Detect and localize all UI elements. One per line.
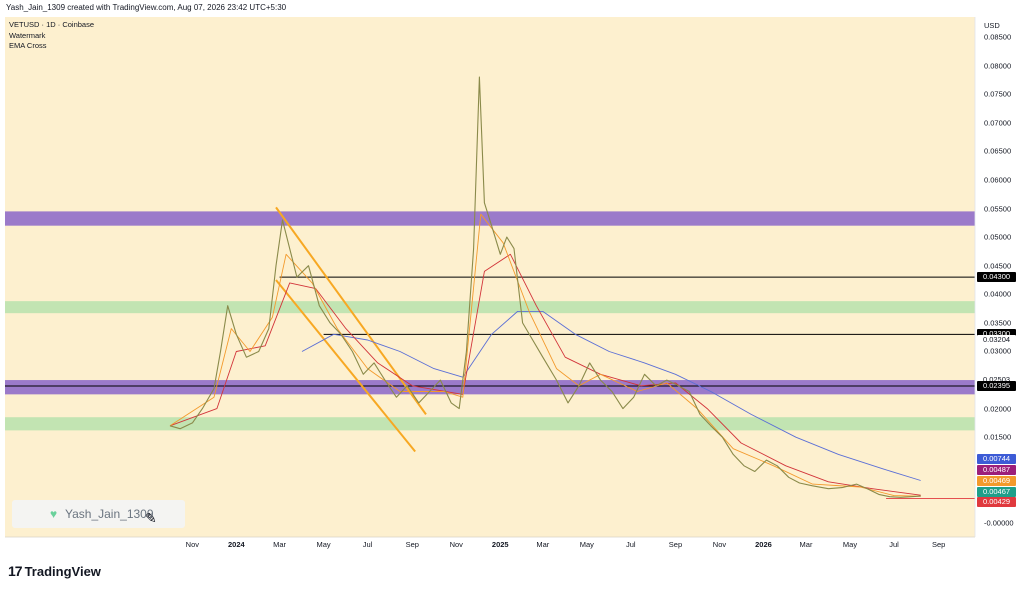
green-zone[interactable] [5,417,975,431]
x-tick-label: 2024 [227,540,245,549]
y-tick-label: 0.05000 [984,232,1012,242]
x-tick-label: Nov [449,540,463,549]
x-tick-label: 2026 [755,540,772,549]
price-label-badge: 0.03300 [977,329,1016,340]
x-tick-label: Sep [405,540,419,549]
x-tick-label: Nov [185,540,200,549]
x-tick-label: May [579,540,594,549]
price-label-badge: 0.00467 [977,487,1016,497]
channel-line[interactable] [275,279,416,453]
y-tick-label: 0.08000 [984,61,1012,71]
x-tick-label: Jul [362,540,373,549]
tradingview-brand[interactable]: 17 TradingView [8,563,101,579]
y-tick-label: 0.04500 [984,261,1012,271]
x-tick-label: Mar [273,540,287,549]
x-tick-label: Sep [668,540,683,549]
price-label-badge: 0.00469 [977,476,1016,486]
y-tick-label: 0.06500 [984,146,1012,156]
y-tick-label: 0.03500 [984,318,1012,328]
x-tick-label: 2025 [491,540,509,549]
x-tick-label: Jul [889,540,899,549]
y-tick-label: 0.04000 [984,289,1012,299]
y-tick-label: 0.08500 [984,32,1012,42]
channel-line[interactable] [275,206,427,415]
chart-legend: VETUSD · 1D · Coinbase Watermark EMA Cro… [9,20,94,52]
x-tick-label: May [842,540,858,549]
y-tick-label: 0.07500 [984,89,1012,99]
y-tick-label: 0.02000 [984,404,1012,414]
ema-mid-line [169,253,921,496]
pen-icon: ✎ [145,510,157,526]
ema-fast-line [169,213,921,497]
x-tick-label: May [316,540,331,549]
y-tick-label: 0.03000 [984,346,1012,356]
ema-slow-line [301,310,921,481]
heart-icon: ♥ [50,507,58,521]
price-label-badge: 0.00487 [977,465,1016,475]
y-tick-label: 0.06000 [984,175,1012,185]
y-tick-label: 0.01500 [984,432,1012,442]
price-line [169,76,921,498]
x-tick-label: Mar [536,540,550,549]
green-zone[interactable] [5,301,975,314]
x-tick-label: Jul [625,540,636,549]
legend-watermark[interactable]: Watermark [9,30,46,40]
purple-zone[interactable] [5,211,975,226]
watermark-text: Yash_Jain_1309 [65,507,154,521]
x-tick-label: Mar [799,540,813,549]
tradingview-logo-icon: 17 [8,563,23,579]
currency-label: USD [984,21,1000,30]
purple-zone[interactable] [5,380,975,395]
price-label-badge: 0.04300 [977,272,1016,283]
price-label-badge: 0.00744 [977,454,1016,464]
price-label-badge: 0.02395 [977,381,1016,392]
y-tick-label: -0.00000 [984,518,1014,528]
brand-text: TradingView [24,564,101,579]
y-tick-label: 0.05500 [984,204,1012,214]
y-tick-label: 0.07000 [984,118,1012,128]
legend-ema-cross[interactable]: EMA Cross [9,41,47,50]
chart-attribution: Yash_Jain_1309 created with TradingView.… [6,3,287,12]
x-tick-label: Sep [932,540,946,549]
price-label-badge: 0.03204 [977,334,1016,345]
watermark: ♥ Yash_Jain_1309 ✎ [12,500,185,528]
price-label-badge: 0.00429 [977,497,1016,507]
legend-symbol[interactable]: VETUSD · 1D · Coinbase [9,20,95,29]
x-tick-label: Nov [712,540,727,549]
price-label-badge: 0.02503 [977,374,1016,385]
